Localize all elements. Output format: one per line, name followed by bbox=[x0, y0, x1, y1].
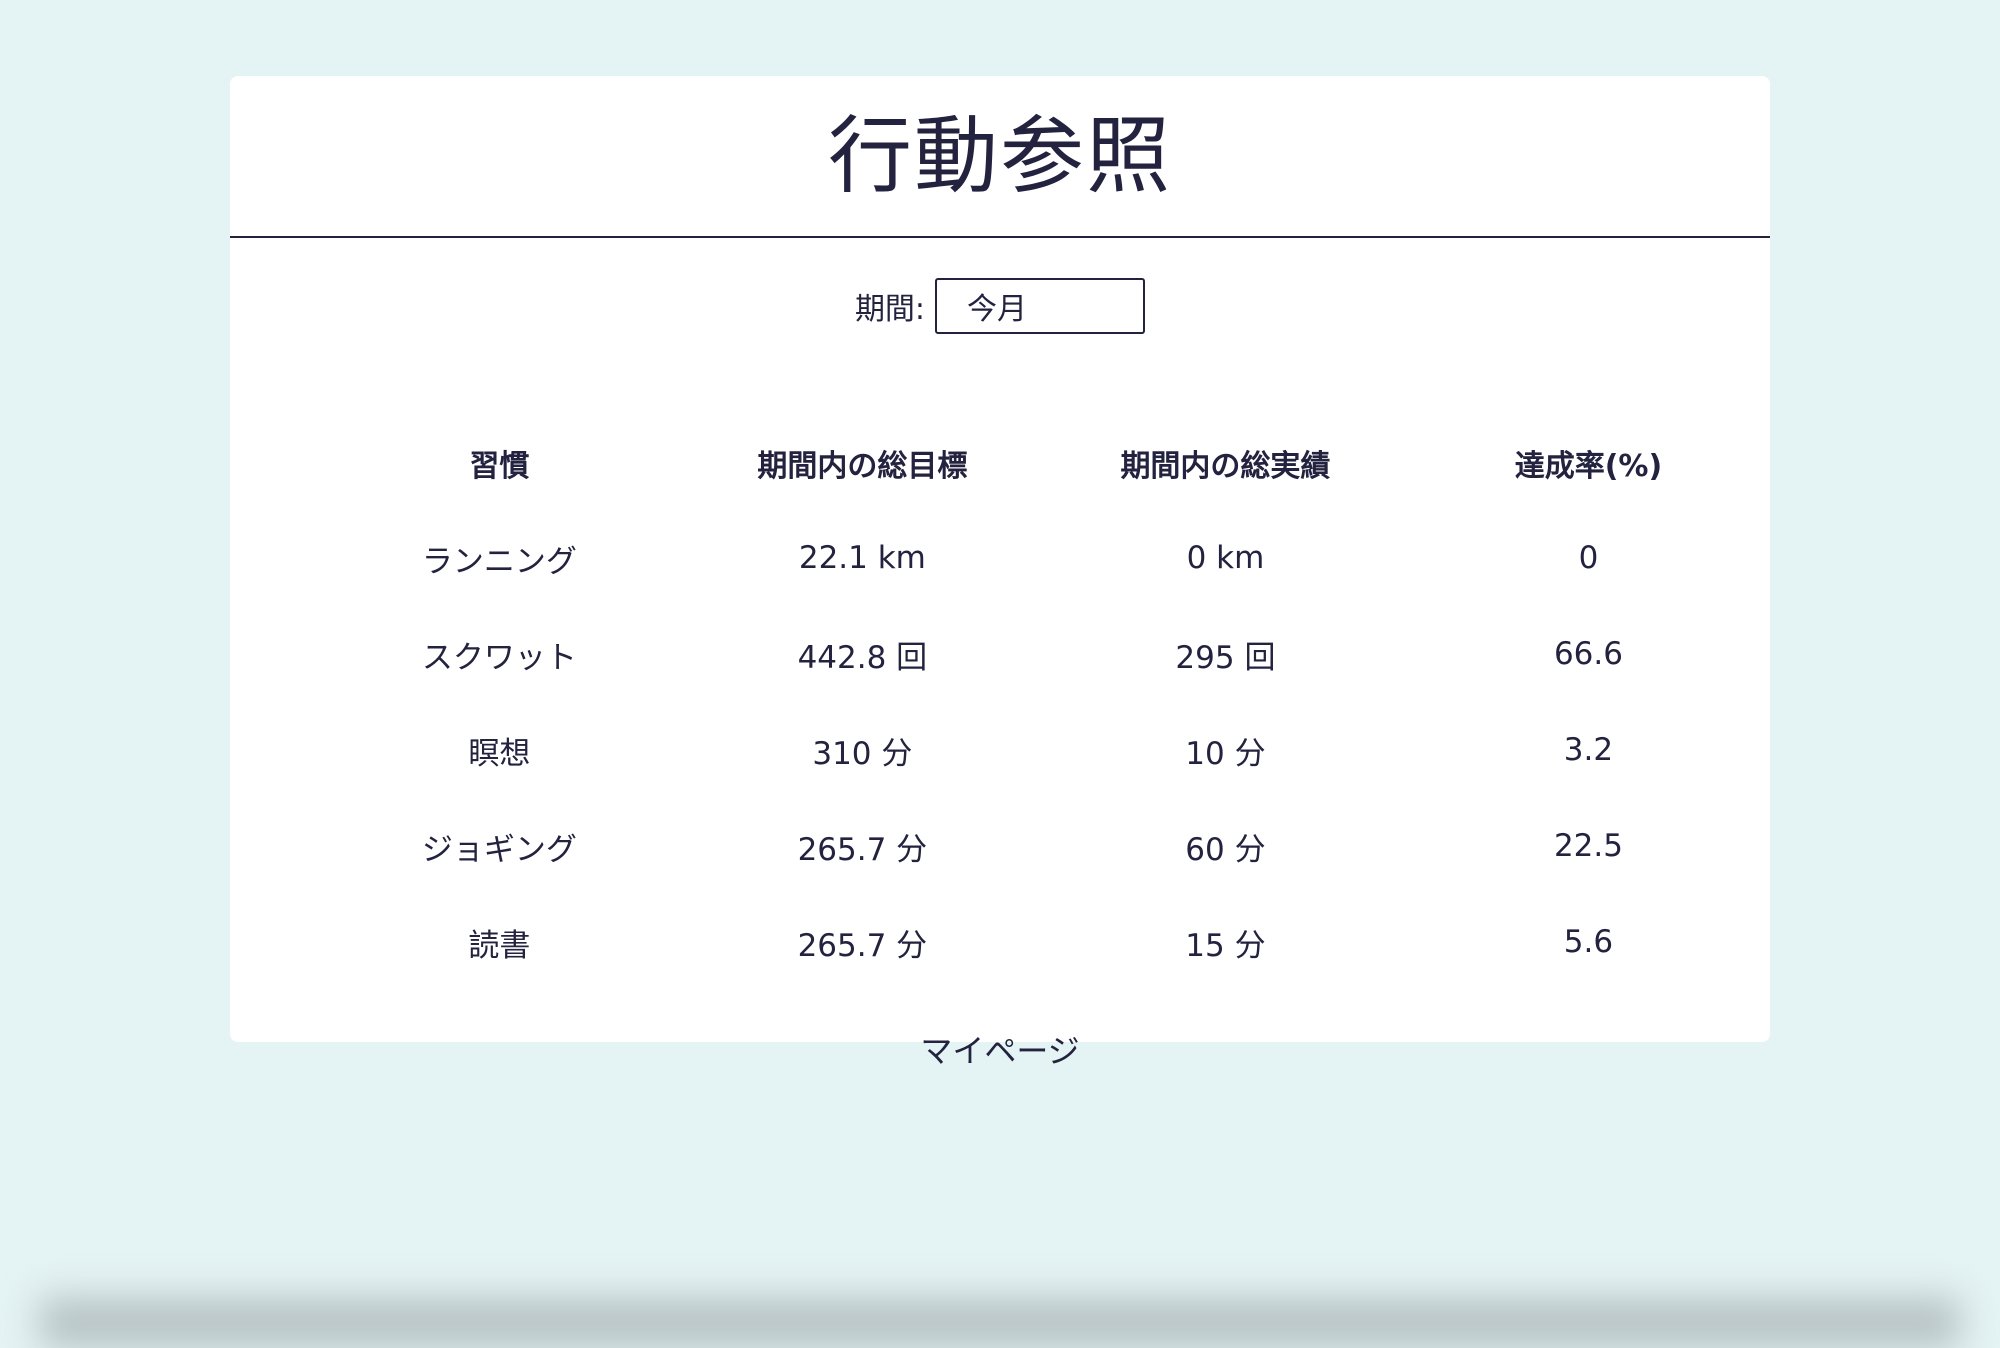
column-header-habit: 習慣 bbox=[469, 449, 530, 484]
mypage-link-container: マイページ bbox=[230, 1026, 1770, 1072]
achievement-rate: 22.5 bbox=[1553, 828, 1623, 864]
total-actual: 60 分 bbox=[1185, 831, 1266, 868]
column-header-total-goal: 期間内の総目標 bbox=[757, 449, 968, 484]
table-row: ジョギング 265.7 分 60 分 22.5 bbox=[318, 798, 1770, 894]
column-header-total-actual: 期間内の総実績 bbox=[1120, 449, 1331, 484]
table-row: ランニング 22.1 km 0 km 0 bbox=[318, 510, 1770, 606]
habit-table: 習慣 期間内の総目標 期間内の総実績 達成率(%) ランニング 22.1 km … bbox=[318, 416, 1770, 990]
total-actual: 0 km bbox=[1186, 540, 1265, 576]
total-goal: 442.8 回 bbox=[797, 639, 928, 676]
table-header-row: 習慣 期間内の総目標 期間内の総実績 達成率(%) bbox=[318, 416, 1770, 510]
achievement-rate: 0 bbox=[1578, 540, 1599, 576]
habit-name: スクワット bbox=[421, 639, 577, 676]
habit-name: 瞑想 bbox=[468, 735, 531, 772]
total-goal: 310 分 bbox=[812, 735, 913, 772]
achievement-rate: 66.6 bbox=[1553, 636, 1623, 672]
total-goal: 265.7 分 bbox=[797, 831, 928, 868]
page-title: 行動参照 bbox=[827, 107, 1172, 205]
total-goal: 22.1 km bbox=[798, 540, 926, 576]
achievement-rate: 3.2 bbox=[1563, 732, 1614, 768]
total-actual: 295 回 bbox=[1175, 639, 1276, 676]
period-filter: 期間: 今月 bbox=[230, 278, 1770, 334]
main-card: 行動参照 期間: 今月 習慣 期間内の総目標 期間内の総実績 達成率(%) ラン… bbox=[230, 76, 1770, 1070]
total-actual: 10 分 bbox=[1185, 735, 1266, 772]
achievement-rate: 5.6 bbox=[1563, 924, 1614, 960]
habit-name: 読書 bbox=[468, 927, 531, 964]
habit-name: ランニング bbox=[421, 543, 577, 580]
period-label: 期間: bbox=[854, 292, 926, 327]
habit-name: ジョギング bbox=[421, 831, 577, 868]
card-header: 行動参照 bbox=[230, 76, 1770, 238]
bottom-shadow bbox=[40, 1298, 1960, 1348]
total-goal: 265.7 分 bbox=[797, 927, 928, 964]
period-select-value: 今月 bbox=[967, 292, 1028, 327]
period-select[interactable]: 今月 bbox=[935, 278, 1146, 334]
table-row: スクワット 442.8 回 295 回 66.6 bbox=[318, 606, 1770, 702]
table-row: 読書 265.7 分 15 分 5.6 bbox=[318, 894, 1770, 990]
table-row: 瞑想 310 分 10 分 3.2 bbox=[318, 702, 1770, 798]
mypage-link[interactable]: マイページ bbox=[920, 1032, 1080, 1070]
total-actual: 15 分 bbox=[1185, 927, 1266, 964]
column-header-achievement-rate: 達成率(%) bbox=[1514, 449, 1663, 484]
